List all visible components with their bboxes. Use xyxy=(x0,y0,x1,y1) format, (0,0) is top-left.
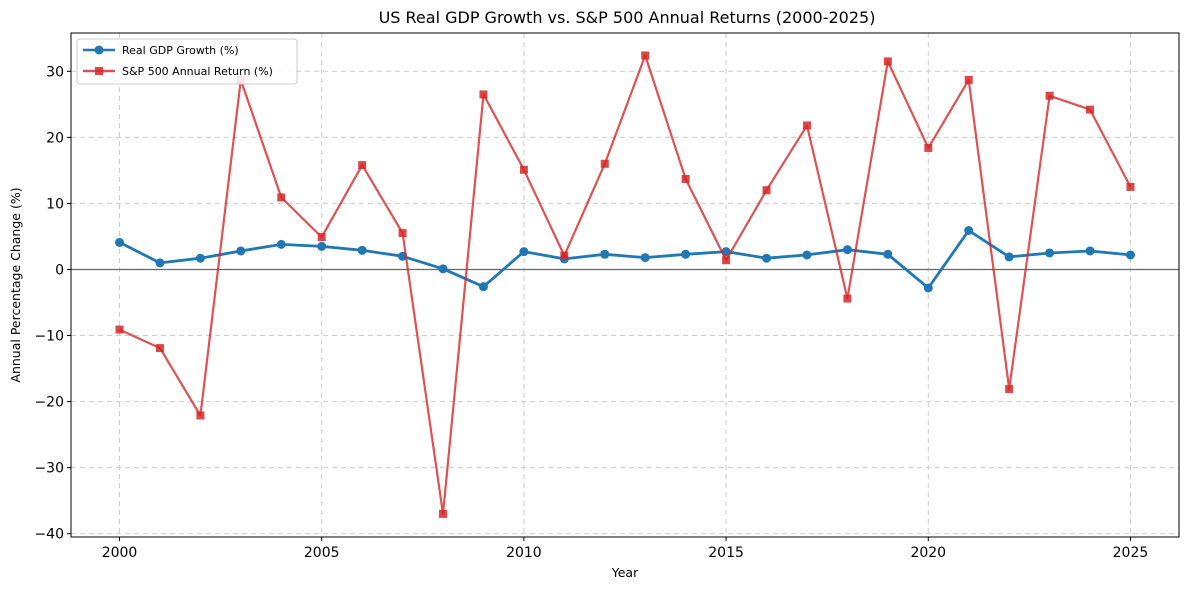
y-tick-label: −30 xyxy=(34,461,64,477)
gdp-point xyxy=(964,226,974,236)
plot-frame xyxy=(70,32,1180,538)
sp500-point xyxy=(843,294,852,303)
x-tick-label: 2010 xyxy=(506,545,542,561)
chart-title: US Real GDP Growth vs. S&P 500 Annual Re… xyxy=(379,8,876,27)
gdp-point xyxy=(681,249,691,259)
gdp-point xyxy=(802,250,812,260)
gdp-point xyxy=(1125,250,1135,260)
sp500-point xyxy=(317,233,326,242)
gdp-point xyxy=(640,253,650,263)
sp500-point xyxy=(600,159,609,168)
gdp-point xyxy=(195,253,205,263)
y-tick-label: −10 xyxy=(34,329,64,345)
x-tick-label: 2005 xyxy=(304,545,340,561)
y-axis-label: Annual Percentage Change (%) xyxy=(8,187,23,382)
sp500-point xyxy=(722,256,731,265)
gdp-point xyxy=(438,264,448,274)
sp500-point xyxy=(883,57,892,66)
sp500-point xyxy=(762,186,771,195)
gdp-point xyxy=(842,245,852,255)
gdp-point xyxy=(155,258,165,268)
sp500-point xyxy=(479,90,488,99)
gdp-point xyxy=(762,253,772,263)
gdp-line xyxy=(118,229,1131,290)
sp500-point xyxy=(155,344,164,353)
gdp-point xyxy=(276,239,286,249)
sp500-point xyxy=(924,143,933,152)
sp500-point xyxy=(196,411,205,420)
legend: Real GDP Growth (%) S&P 500 Annual Return… xyxy=(76,38,298,85)
gdp-point xyxy=(478,282,488,292)
x-tick-label: 2000 xyxy=(102,545,138,561)
gdp-point xyxy=(600,249,610,259)
gdp-point xyxy=(1045,248,1055,258)
sp500-point xyxy=(358,161,367,170)
legend-box xyxy=(76,38,298,85)
sp500-point xyxy=(681,174,690,183)
sp500-point xyxy=(1086,105,1095,114)
x-tick-label: 2015 xyxy=(708,545,744,561)
legend-marker-gdp xyxy=(94,45,104,55)
sp500-point xyxy=(1005,385,1014,394)
x-tick-label: 2025 xyxy=(1113,545,1149,561)
gdp-point xyxy=(1085,246,1095,256)
sp500-point xyxy=(439,509,448,518)
gdp-point xyxy=(357,245,367,255)
axis-ticks: 2000 2005 2010 2015 2020 2025 −40 −30 −20 −10 0 10 2… xyxy=(34,64,1148,561)
x-axis-label: Year xyxy=(611,565,639,580)
legend-label-sp500: S&P 500 Annual Return (%) xyxy=(122,65,273,78)
gdp-point xyxy=(923,283,933,293)
gdp-point xyxy=(236,246,246,256)
gdp-point xyxy=(883,249,893,259)
y-tick-label: 0 xyxy=(55,262,64,278)
sp500-point xyxy=(519,165,528,174)
sp500-point xyxy=(277,193,286,202)
plot-series xyxy=(115,51,1135,518)
sp500-point xyxy=(1126,182,1135,191)
sp500-point xyxy=(398,229,407,238)
sp500-point xyxy=(802,121,811,130)
sp500-point xyxy=(964,75,973,84)
gdp-point xyxy=(1004,252,1014,262)
y-tick-label: 20 xyxy=(46,130,64,146)
y-tick-label: −20 xyxy=(34,395,64,411)
legend-marker-sp500 xyxy=(95,67,103,75)
y-tick-label: −40 xyxy=(34,527,64,543)
y-tick-label: 30 xyxy=(46,64,64,80)
x-tick-label: 2020 xyxy=(910,545,946,561)
sp500-point xyxy=(1045,91,1054,100)
gdp-point xyxy=(115,237,125,247)
y-tick-label: 10 xyxy=(46,196,64,212)
sp500-point xyxy=(115,325,124,334)
gdp-point xyxy=(317,241,327,251)
sp500-point xyxy=(641,51,650,60)
sp500-point xyxy=(560,251,569,260)
legend-label-gdp: Real GDP Growth (%) xyxy=(122,44,239,57)
sp500-line xyxy=(119,54,1132,516)
gdp-point xyxy=(519,247,529,257)
